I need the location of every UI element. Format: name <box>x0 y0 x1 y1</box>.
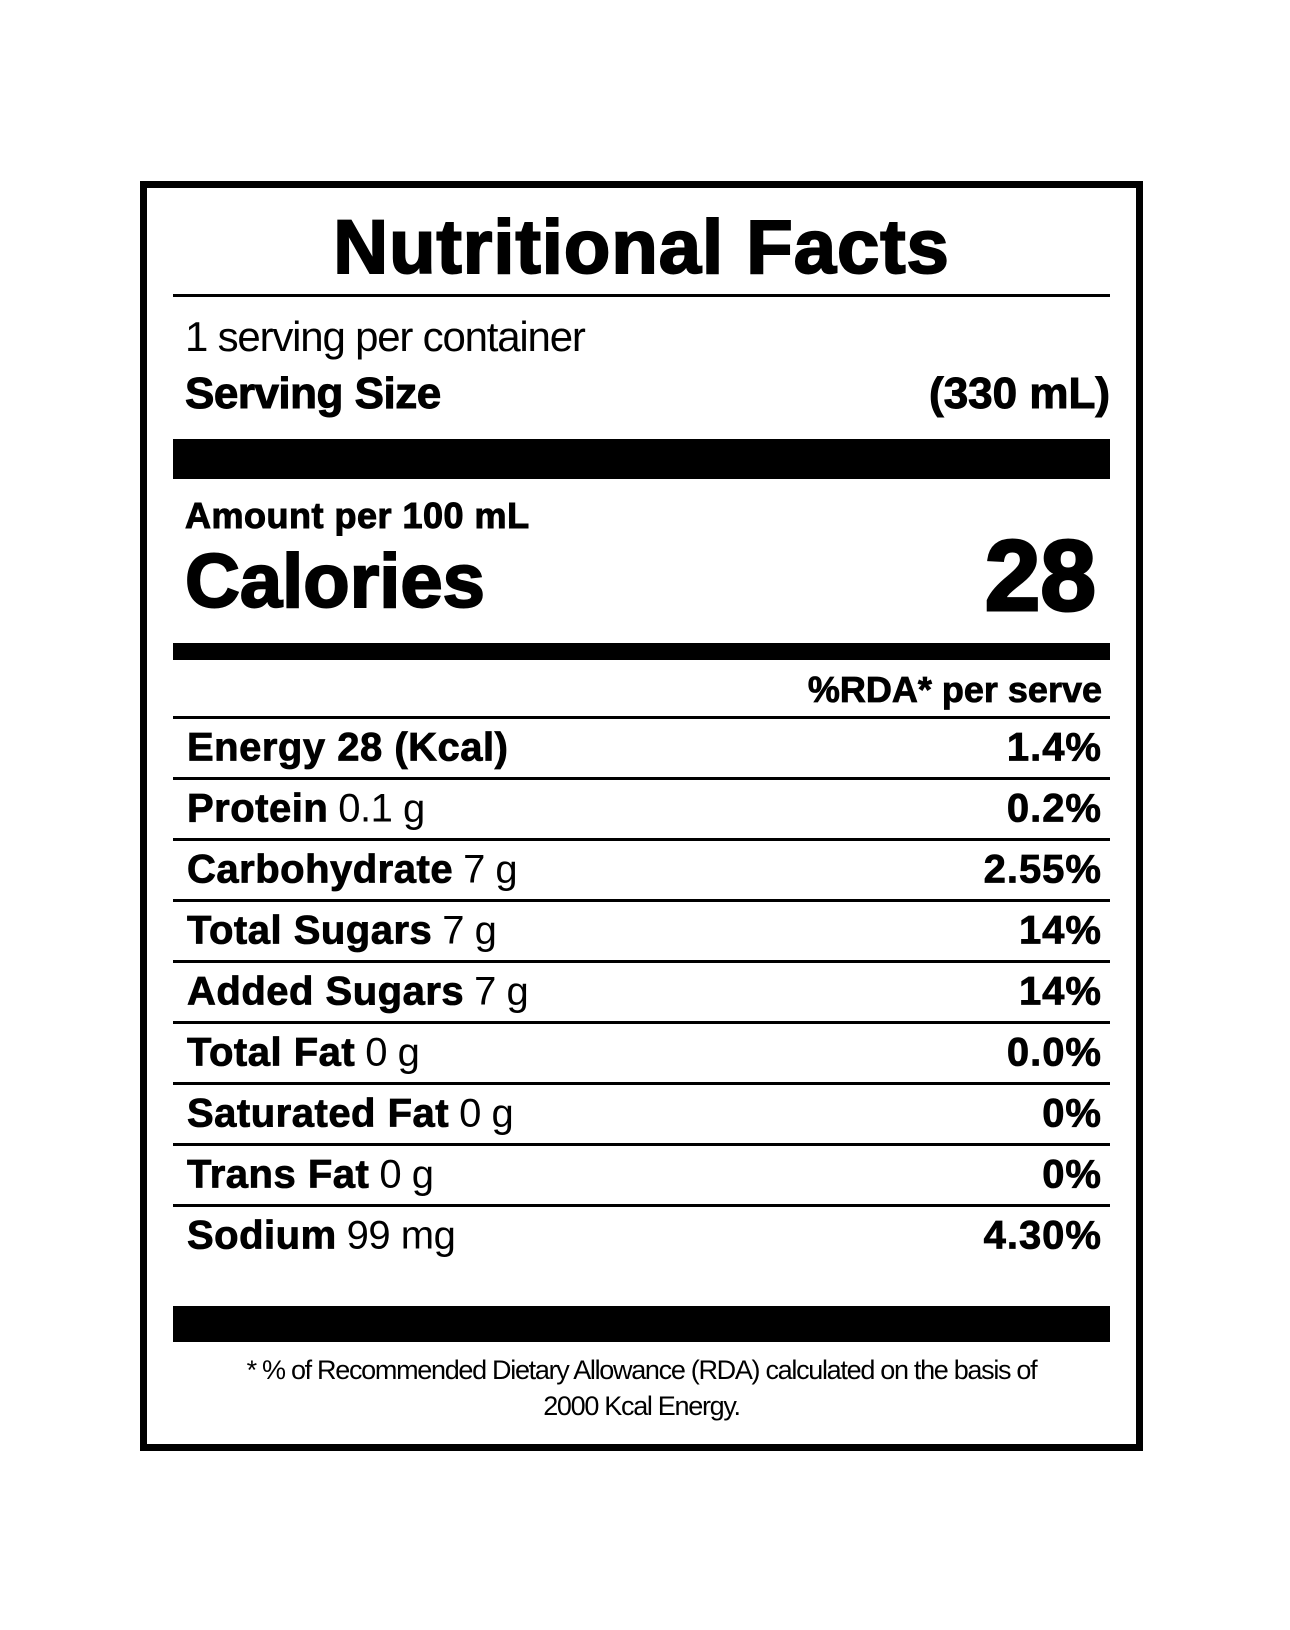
nutrient-row-total-fat: Total Fat 0 g 0.0% <box>173 1021 1110 1082</box>
amount-per-label: Amount per 100 mL <box>185 495 530 536</box>
nutrient-rda: 0.0% <box>1006 1030 1102 1075</box>
servings-per-container: 1 serving per container <box>185 313 586 360</box>
nutrient-rda: 0% <box>1042 1091 1102 1136</box>
nutrient-rda: 4.30% <box>983 1213 1102 1258</box>
nutrient-rda: 1.4% <box>1006 725 1102 770</box>
nutrient-amount: 0 g <box>379 1152 434 1197</box>
nutrition-facts-label: Nutritional Facts 1 serving per containe… <box>140 181 1143 1451</box>
medium-divider <box>173 643 1110 660</box>
nutrient-rda: 0% <box>1042 1152 1102 1197</box>
nutrient-label: Energy 28 (Kcal) <box>187 725 509 770</box>
nutrient-label: Protein <box>187 786 329 831</box>
nutrient-amount: 7 g <box>474 969 529 1014</box>
nutrient-name: Protein 0.1 g <box>187 786 426 832</box>
nutrient-amount: 99 mg <box>346 1213 456 1258</box>
nutrient-label: Saturated Fat <box>187 1091 450 1136</box>
nutrient-row-protein: Protein 0.1 g 0.2% <box>173 777 1110 838</box>
nutrient-row-carbohydrate: Carbohydrate 7 g 2.55% <box>173 838 1110 899</box>
nutrient-amount: 7 g <box>442 908 497 953</box>
thick-divider-bottom <box>173 1306 1110 1342</box>
nutrient-name: Carbohydrate 7 g <box>187 847 518 893</box>
nutrient-label: Added Sugars <box>187 969 465 1014</box>
nutrient-name: Trans Fat 0 g <box>187 1152 434 1198</box>
footnote-line-2: 2000 Kcal Energy. <box>543 1391 741 1421</box>
serving-size-label: Serving Size <box>185 369 442 418</box>
nutrient-rda: 14% <box>1018 969 1102 1014</box>
nutrient-label: Carbohydrate <box>187 847 454 892</box>
nutrient-name: Total Sugars 7 g <box>187 908 497 954</box>
nutrient-label: Total Sugars <box>187 908 433 953</box>
nutrient-name: Sodium 99 mg <box>187 1213 456 1259</box>
nutrient-row-added-sugars: Added Sugars 7 g 14% <box>173 960 1110 1021</box>
nutrient-label: Sodium <box>187 1213 337 1258</box>
nutrient-name: Added Sugars 7 g <box>187 969 529 1015</box>
label-title: Nutritional Facts <box>332 205 950 290</box>
nutrient-rda: 0.2% <box>1006 786 1102 831</box>
nutrient-rda: 14% <box>1018 908 1102 953</box>
nutrient-name: Energy 28 (Kcal) <box>187 725 509 771</box>
footnote: * % of Recommended Dietary Allowance (RD… <box>169 1352 1114 1424</box>
nutrient-rda: 2.55% <box>983 847 1102 892</box>
calories-label: Calories <box>184 539 486 624</box>
nutrient-amount: 0.1 g <box>338 786 425 831</box>
nutrient-row-sodium: Sodium 99 mg 4.30% <box>173 1204 1110 1265</box>
nutrient-label: Total Fat <box>187 1030 356 1075</box>
label-inner: Nutritional Facts 1 serving per containe… <box>173 188 1110 1444</box>
nutrient-row-total-sugars: Total Sugars 7 g 14% <box>173 899 1110 960</box>
title-divider <box>173 294 1110 297</box>
nutrient-list: Energy 28 (Kcal) 1.4% Protein 0.1 g 0.2% … <box>173 716 1110 1265</box>
nutrient-amount: 7 g <box>463 847 518 892</box>
nutrient-name: Saturated Fat 0 g <box>187 1091 514 1137</box>
serving-size-value: (330 mL) <box>929 369 1111 418</box>
nutrient-label: Trans Fat <box>187 1152 370 1197</box>
rda-header: %RDA* per serve <box>807 669 1102 710</box>
nutrient-name: Total Fat 0 g <box>187 1030 420 1076</box>
nutrient-row-energy: Energy 28 (Kcal) 1.4% <box>173 716 1110 777</box>
nutrient-row-saturated-fat: Saturated Fat 0 g 0% <box>173 1082 1110 1143</box>
thick-divider-top <box>173 439 1110 479</box>
calories-value: 28 <box>983 520 1097 632</box>
footnote-line-1: * % of Recommended Dietary Allowance (RD… <box>246 1355 1038 1385</box>
nutrient-row-trans-fat: Trans Fat 0 g 0% <box>173 1143 1110 1204</box>
nutrient-amount: 0 g <box>365 1030 420 1075</box>
nutrient-amount: 0 g <box>459 1091 514 1136</box>
